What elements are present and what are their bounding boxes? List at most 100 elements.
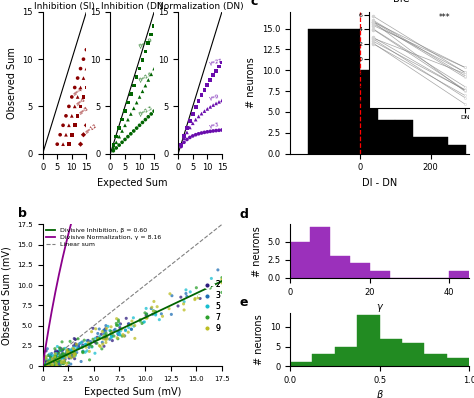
Point bbox=[55, 363, 63, 369]
X-axis label: Expected Sum (mV): Expected Sum (mV) bbox=[83, 387, 181, 398]
Point bbox=[47, 354, 55, 360]
Title: Subtractive
Inhibition (SI): Subtractive Inhibition (SI) bbox=[34, 0, 95, 11]
Point bbox=[210, 72, 217, 78]
Point bbox=[61, 360, 68, 366]
Point bbox=[149, 311, 156, 318]
Point bbox=[39, 363, 47, 369]
Point bbox=[125, 329, 132, 336]
Point bbox=[115, 328, 122, 335]
Point bbox=[102, 330, 110, 336]
Point bbox=[127, 91, 135, 97]
Point bbox=[80, 94, 87, 100]
Point bbox=[177, 141, 185, 148]
Point bbox=[52, 354, 59, 361]
Bar bbox=[448, 145, 466, 154]
Point bbox=[206, 285, 214, 291]
Point bbox=[106, 336, 113, 342]
Point bbox=[51, 357, 58, 364]
Point bbox=[42, 363, 49, 369]
Bar bbox=[380, 339, 402, 366]
Point bbox=[99, 339, 106, 345]
Point bbox=[66, 351, 74, 357]
Point bbox=[122, 315, 130, 322]
Point bbox=[128, 326, 135, 332]
Point bbox=[56, 353, 64, 359]
Point bbox=[71, 84, 79, 91]
Point bbox=[60, 355, 67, 361]
Point bbox=[147, 31, 155, 38]
Point bbox=[47, 363, 55, 369]
Point bbox=[53, 359, 61, 366]
Point bbox=[72, 336, 79, 343]
Point bbox=[136, 94, 143, 100]
Point bbox=[182, 290, 190, 297]
Point bbox=[127, 131, 135, 137]
Point bbox=[41, 363, 49, 369]
Point bbox=[64, 363, 72, 369]
Point bbox=[41, 363, 48, 369]
Point bbox=[218, 97, 226, 103]
Point bbox=[44, 359, 52, 366]
Point bbox=[114, 331, 122, 338]
Point bbox=[52, 350, 60, 357]
Point bbox=[46, 363, 54, 369]
Point bbox=[42, 363, 50, 369]
Point bbox=[51, 362, 59, 369]
Point bbox=[150, 108, 158, 114]
Point bbox=[53, 353, 61, 359]
Point bbox=[82, 84, 90, 91]
Point bbox=[136, 122, 143, 129]
Point bbox=[152, 311, 160, 317]
Point bbox=[92, 340, 100, 346]
Point bbox=[58, 355, 66, 361]
Point bbox=[58, 351, 66, 357]
X-axis label: γ: γ bbox=[377, 302, 383, 312]
Point bbox=[73, 349, 81, 356]
Point bbox=[58, 359, 66, 365]
Point bbox=[150, 298, 158, 304]
Point bbox=[166, 291, 174, 297]
Point bbox=[69, 345, 77, 352]
Point bbox=[44, 352, 52, 359]
Point bbox=[177, 143, 185, 150]
Point bbox=[91, 335, 99, 341]
Point bbox=[74, 345, 82, 352]
Text: b: b bbox=[18, 207, 27, 220]
Point bbox=[114, 336, 122, 342]
Point bbox=[54, 358, 61, 365]
Point bbox=[40, 362, 48, 368]
Point bbox=[64, 347, 72, 354]
X-axis label: DI - DN: DI - DN bbox=[362, 178, 397, 188]
Point bbox=[53, 363, 61, 369]
Point bbox=[41, 355, 49, 362]
Point bbox=[85, 341, 92, 347]
Point bbox=[102, 322, 109, 329]
Point bbox=[145, 113, 152, 120]
Point bbox=[47, 353, 55, 359]
Point bbox=[112, 139, 120, 146]
Point bbox=[143, 311, 150, 317]
Point bbox=[61, 345, 69, 351]
Point bbox=[59, 351, 66, 357]
Point bbox=[195, 98, 202, 104]
Text: BIC: BIC bbox=[393, 0, 410, 4]
Point bbox=[155, 316, 163, 323]
Point bbox=[218, 127, 226, 133]
Point bbox=[56, 347, 64, 353]
Point bbox=[43, 363, 51, 369]
Point bbox=[47, 360, 55, 367]
Point bbox=[192, 104, 200, 110]
Point bbox=[64, 351, 71, 357]
Point bbox=[118, 326, 126, 332]
Point bbox=[59, 346, 67, 352]
Point bbox=[122, 328, 129, 334]
Point bbox=[40, 363, 47, 369]
Point bbox=[67, 361, 74, 367]
Point bbox=[201, 129, 208, 136]
Point bbox=[41, 363, 48, 369]
Point bbox=[142, 305, 150, 312]
Point bbox=[43, 355, 50, 362]
Point bbox=[212, 68, 220, 74]
Point bbox=[124, 100, 132, 106]
Point bbox=[40, 362, 48, 368]
